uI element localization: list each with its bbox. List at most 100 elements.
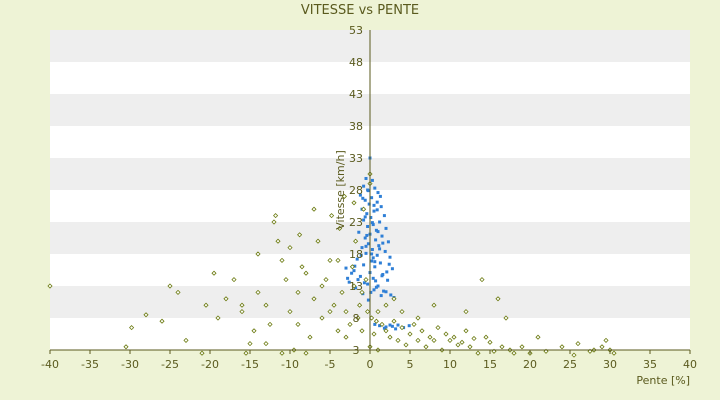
data-point-blue — [346, 276, 350, 280]
data-point-green — [365, 309, 371, 315]
data-point-green — [359, 328, 365, 334]
data-point-green — [571, 352, 577, 358]
data-point-blue — [366, 242, 370, 246]
data-point-green — [239, 309, 245, 315]
data-point-green — [273, 213, 279, 219]
data-point-green — [123, 344, 129, 350]
data-point-blue — [370, 196, 374, 200]
data-point-green — [427, 334, 433, 340]
data-point-green — [319, 315, 325, 321]
data-point-green — [399, 325, 405, 331]
data-point-green — [255, 289, 261, 295]
data-point-green — [183, 337, 189, 343]
data-point-blue — [378, 261, 382, 265]
data-point-green — [159, 318, 165, 324]
data-point-green — [443, 331, 449, 337]
data-point-green — [335, 257, 341, 263]
data-point-blue — [355, 257, 359, 261]
data-point-blue — [377, 244, 381, 248]
data-point-blue — [369, 216, 373, 220]
x-tick-label: -40 — [41, 358, 59, 371]
data-point-blue — [371, 223, 375, 227]
x-tick-label: 20 — [523, 358, 537, 371]
data-point-green — [603, 337, 609, 343]
data-point-blue — [366, 282, 370, 286]
data-point-green — [463, 328, 469, 334]
data-point-green — [267, 321, 273, 327]
data-point-green — [279, 257, 285, 263]
data-point-green — [407, 331, 413, 337]
chart-title: VITESSE vs PENTE — [301, 3, 419, 18]
data-point-green — [463, 309, 469, 315]
data-point-blue — [389, 293, 393, 297]
data-point-blue — [375, 208, 379, 212]
x-tick-label: 15 — [483, 358, 497, 371]
data-point-green — [231, 277, 237, 283]
data-point-blue — [361, 196, 365, 200]
data-point-green — [455, 342, 461, 348]
data-point-green — [483, 334, 489, 340]
data-point-green — [327, 257, 333, 263]
data-point-green — [343, 334, 349, 340]
data-point-blue — [365, 233, 369, 237]
data-point-green — [399, 309, 405, 315]
x-tick-label: 25 — [563, 358, 577, 371]
data-point-green — [451, 334, 457, 340]
data-point-blue — [370, 248, 374, 252]
data-point-blue — [386, 240, 390, 244]
data-point-green — [279, 350, 285, 356]
data-point-green — [371, 331, 377, 337]
data-point-green — [271, 219, 277, 225]
data-point-blue — [354, 286, 358, 290]
data-point-blue — [374, 285, 378, 289]
data-point-green — [383, 328, 389, 334]
data-point-green — [327, 309, 333, 315]
data-point-blue — [362, 263, 366, 267]
data-point-green — [287, 309, 293, 315]
data-point-blue — [370, 221, 374, 225]
data-point-blue — [381, 241, 385, 245]
data-point-green — [337, 225, 343, 231]
data-point-green — [311, 296, 317, 302]
data-point-green — [329, 213, 335, 219]
data-point-blue — [363, 236, 367, 240]
data-point-blue — [373, 260, 377, 264]
y-axis-label: Vitesse [km/h] — [334, 150, 347, 230]
y-tick-label: 33 — [349, 152, 363, 165]
data-point-green — [431, 302, 437, 308]
data-point-blue — [383, 249, 387, 253]
data-point-blue — [384, 325, 388, 329]
data-point-blue — [382, 289, 386, 293]
data-point-blue — [385, 270, 389, 274]
data-point-green — [351, 283, 357, 289]
data-point-blue — [371, 276, 375, 280]
data-point-green — [373, 318, 379, 324]
data-point-blue — [363, 198, 367, 202]
data-point-blue — [380, 234, 384, 238]
y-tick-label: 53 — [349, 24, 363, 37]
data-point-blue — [363, 215, 367, 219]
data-point-blue — [359, 253, 363, 257]
data-point-blue — [364, 176, 368, 180]
y-tick-label: 38 — [349, 120, 363, 133]
data-point-blue — [373, 322, 377, 326]
data-point-green — [263, 341, 269, 347]
data-point-green — [215, 315, 221, 321]
data-point-green — [349, 264, 355, 270]
data-point-green — [255, 251, 261, 257]
data-point-green — [495, 296, 501, 302]
data-point-blue — [367, 202, 371, 206]
data-point-blue — [388, 323, 392, 327]
y-tick-label: 28 — [349, 184, 363, 197]
y-tick-label: 18 — [349, 248, 363, 261]
data-point-green — [411, 321, 417, 327]
data-point-blue — [366, 188, 370, 192]
x-tick-label: -10 — [281, 358, 299, 371]
data-point-blue — [352, 269, 356, 273]
data-point-green — [611, 350, 617, 356]
data-point-green — [479, 277, 485, 283]
x-tick-label: 5 — [407, 358, 414, 371]
data-point-blue — [365, 212, 369, 216]
x-tick-label: 40 — [683, 358, 697, 371]
x-tick-label: -20 — [201, 358, 219, 371]
